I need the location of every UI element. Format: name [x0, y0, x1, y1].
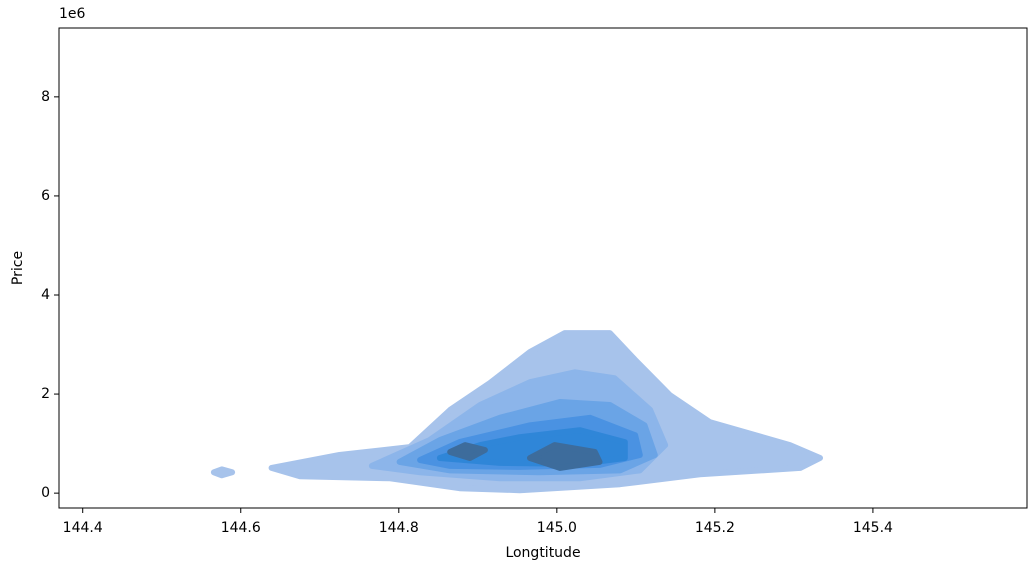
x-tick-label: 145.0 — [537, 520, 577, 536]
y-tick-label: 8 — [41, 89, 50, 105]
x-tick-label: 144.8 — [379, 520, 419, 536]
x-tick-label: 144.6 — [221, 520, 261, 536]
y-tick-label: 6 — [41, 188, 50, 204]
y-tick-label: 4 — [41, 287, 50, 303]
y-axis-label: Price — [10, 251, 26, 285]
y-offset-label: 1e6 — [59, 6, 86, 22]
x-tick-label: 144.4 — [63, 520, 103, 536]
density-contour — [447, 442, 603, 471]
x-tick-label: 145.2 — [695, 520, 735, 536]
x-axis-label: Longtitude — [505, 545, 580, 561]
y-tick-label: 2 — [41, 386, 50, 402]
x-tick-label: 145.4 — [853, 520, 893, 536]
plot-frame — [58, 27, 1028, 509]
y-tick-label: 0 — [41, 485, 50, 501]
